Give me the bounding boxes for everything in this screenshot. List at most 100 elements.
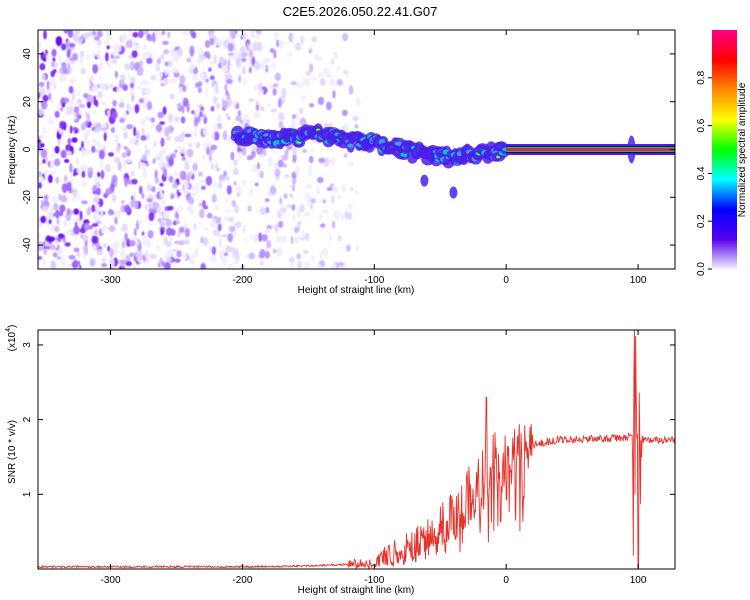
noise-blob	[191, 73, 199, 81]
noise-blob	[291, 182, 296, 192]
noise-blob	[151, 32, 156, 42]
noise-blob	[259, 248, 266, 259]
noise-blob	[66, 207, 71, 216]
noise-blob	[273, 31, 279, 39]
noise-blob	[173, 172, 179, 178]
noise-blob	[328, 234, 333, 242]
noise-blob	[278, 121, 284, 129]
noise-blob	[188, 258, 196, 265]
noise-blob	[224, 175, 230, 181]
noise-blob	[127, 179, 132, 185]
noise-blob	[189, 64, 196, 71]
noise-blob	[318, 157, 326, 164]
noise-blob	[277, 159, 284, 168]
noise-blob	[329, 78, 336, 87]
noise-blob	[96, 142, 102, 149]
noise-blob	[170, 194, 174, 200]
noise-blob	[52, 202, 59, 211]
noise-blob	[355, 97, 361, 107]
noise-blob	[308, 63, 314, 73]
noise-blob	[80, 147, 86, 157]
noise-blob	[119, 249, 126, 258]
noise-blob	[59, 120, 66, 130]
noise-blob	[183, 238, 190, 245]
noise-blob	[65, 150, 72, 157]
noise-blob	[138, 66, 144, 75]
noise-blob	[178, 133, 185, 144]
noise-blob	[93, 214, 101, 223]
noise-blob	[296, 82, 302, 88]
noise-blob	[209, 37, 215, 46]
noise-blob	[45, 53, 52, 63]
noise-blob	[181, 31, 188, 36]
noise-blob	[100, 83, 106, 92]
noise-blob	[91, 204, 96, 213]
noise-blob	[61, 102, 66, 108]
noise-blob	[157, 217, 162, 223]
noise-blob	[146, 133, 150, 141]
noise-blob	[61, 62, 67, 69]
noise-blob	[282, 235, 287, 243]
noise-blob	[174, 193, 178, 201]
noise-blob	[82, 181, 88, 187]
noise-blob	[146, 101, 153, 111]
noise-blob	[333, 209, 341, 220]
noise-blob	[174, 136, 181, 143]
noise-blob	[232, 42, 236, 52]
noise-blob	[136, 142, 140, 147]
noise-blob	[108, 225, 116, 233]
noise-blob	[48, 236, 56, 242]
noise-blob	[337, 234, 342, 242]
carrier-core	[506, 148, 675, 151]
noise-blob	[71, 53, 78, 61]
noise-blob	[108, 208, 114, 214]
noise-blob	[93, 127, 101, 134]
noise-blob	[64, 108, 70, 117]
noise-blob	[97, 171, 101, 178]
noise-blob	[180, 146, 187, 154]
noise-blob	[275, 175, 280, 181]
noise-blob	[106, 45, 111, 50]
noise-blob	[38, 222, 43, 228]
noise-blob	[56, 218, 60, 226]
noise-blob	[72, 126, 78, 131]
noise-blob	[108, 247, 114, 258]
noise-blob	[83, 246, 89, 255]
noise-blob	[308, 164, 312, 170]
noise-blob	[213, 182, 219, 188]
noise-blob	[69, 162, 73, 173]
noise-blob	[43, 30, 47, 40]
noise-blob	[119, 74, 126, 81]
noise-blob	[80, 68, 86, 74]
noise-blob	[161, 30, 166, 35]
noise-blob	[166, 249, 174, 255]
noise-blob	[219, 38, 223, 49]
noise-blob	[206, 146, 210, 156]
noise-blob	[235, 192, 241, 198]
spectrogram-x-tick-label: -100	[364, 275, 384, 286]
noise-blob	[178, 86, 184, 95]
noise-blob	[264, 198, 270, 203]
noise-blob	[51, 196, 58, 204]
noise-blob	[253, 233, 260, 242]
noise-blob	[132, 191, 137, 201]
noise-blob	[152, 201, 159, 209]
noise-blob	[67, 137, 72, 145]
noise-blob	[290, 235, 294, 245]
noise-blob	[259, 260, 264, 266]
noise-blob	[69, 125, 73, 134]
noise-blob	[140, 135, 147, 141]
noise-blob	[197, 48, 204, 56]
noise-blob	[195, 141, 201, 149]
noise-blob	[178, 206, 184, 213]
noise-blob	[86, 140, 90, 146]
noise-blob	[124, 63, 131, 70]
noise-blob	[286, 203, 293, 208]
noise-blob	[233, 258, 240, 265]
noise-blob	[178, 240, 185, 246]
noise-blob	[271, 223, 275, 230]
noise-blob	[162, 40, 169, 45]
noise-blob	[112, 58, 117, 65]
noise-blob	[274, 168, 281, 178]
noise-blob	[147, 230, 154, 239]
